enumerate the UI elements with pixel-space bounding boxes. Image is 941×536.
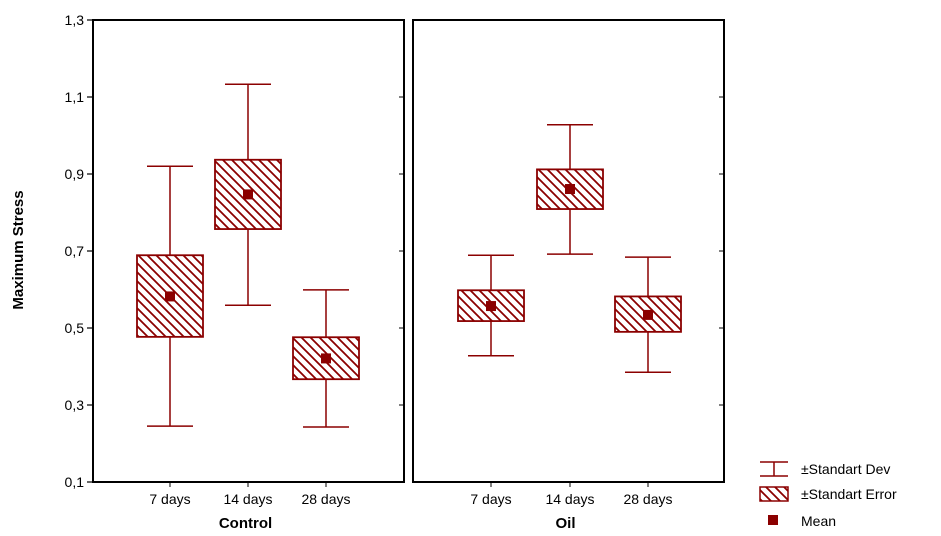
y-tick-label: 0,7: [65, 243, 85, 259]
y-tick-label: 0,5: [65, 320, 85, 336]
legend-label-mean: Mean: [801, 513, 836, 529]
group-label-oil: Oil: [555, 515, 575, 532]
x-tick-label: 14 days: [545, 491, 594, 507]
mean-marker: [565, 184, 575, 195]
y-tick-label: 0,1: [65, 474, 85, 490]
x-tick-label: 7 days: [149, 491, 190, 507]
y-tick-label: 0,3: [65, 397, 85, 413]
group-label-control: Control: [219, 515, 272, 532]
y-axis: 0,1 0,3 0,5 0,7 0,9 1,1 1,3: [65, 12, 93, 490]
x-tick-label: 28 days: [623, 491, 672, 507]
mean-marker: [643, 309, 653, 320]
box-oil-14-days: 14 days: [536, 123, 604, 507]
x-tick-label: 28 days: [301, 491, 350, 507]
box-control-28-days: 28 days: [292, 289, 360, 507]
y-tick-label: 0,9: [65, 166, 85, 182]
box-oil-28-days: 28 days: [614, 256, 682, 507]
panel-control: 7 days 14 days 28 days Control: [92, 19, 405, 532]
legend-item-se: ±Standart Error: [759, 486, 897, 502]
panel-oil: 7 days 14 days 28 days Oil: [412, 19, 725, 532]
mean-marker: [486, 301, 496, 312]
y-tick-label: 1,3: [65, 12, 85, 28]
legend-label-sd: ±Standart Dev: [801, 461, 890, 477]
legend-item-mean: Mean: [768, 513, 836, 529]
x-tick-label: 14 days: [223, 491, 272, 507]
box-control-7-days: 7 days: [136, 165, 204, 507]
mean-marker: [321, 353, 331, 364]
legend: ±Standart Dev ±Standart Error Mean: [759, 461, 897, 529]
mean-marker: [165, 291, 175, 302]
legend-item-sd: ±Standart Dev: [760, 461, 890, 477]
y-tick-label: 1,1: [65, 89, 85, 105]
legend-label-se: ±Standart Error: [801, 486, 897, 502]
box-control-14-days: 14 days: [214, 83, 282, 507]
panel-frame: [412, 19, 725, 483]
x-tick-label: 7 days: [470, 491, 511, 507]
mean-marker: [243, 189, 253, 200]
y-axis-label: Maximum Stress: [10, 190, 27, 309]
box-oil-7-days: 7 days: [457, 254, 525, 507]
